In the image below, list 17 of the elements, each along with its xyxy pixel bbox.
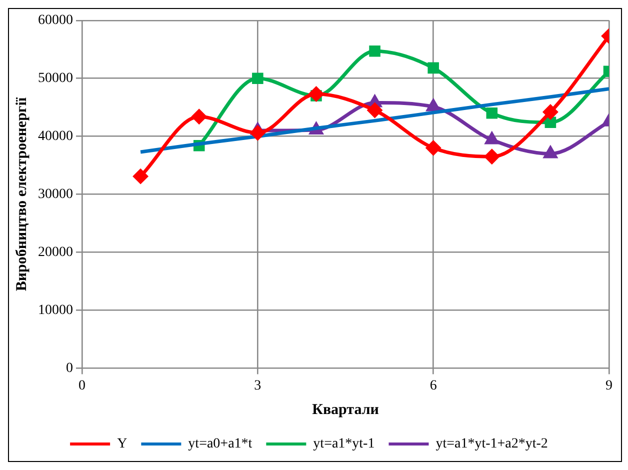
- y-tick-label: 10000: [38, 302, 73, 318]
- x-axis-title: Квартали: [312, 402, 380, 418]
- y-tick-label: 40000: [38, 129, 73, 144]
- y-tick-label: 30000: [38, 186, 73, 202]
- legend-label: Y: [117, 436, 128, 452]
- y-axis-title: Виробництво електроенергії: [14, 96, 30, 292]
- y-tick-label: 0: [66, 360, 73, 376]
- x-tick-label: 9: [606, 378, 612, 394]
- y-tick-label: 50000: [38, 71, 73, 86]
- x-tick-label: 3: [254, 378, 262, 394]
- y-tick-label: 60000: [38, 13, 73, 28]
- x-tick-label: 6: [430, 378, 437, 394]
- legend-label: yt=a0+a1*t: [188, 436, 252, 452]
- x-tick-label: 0: [78, 378, 86, 394]
- legend-label: yt=a1*yt-1: [313, 436, 375, 452]
- y-tick-label: 20000: [38, 244, 73, 260]
- legend-label: yt=a1*yt-1+a2*yt-2: [436, 436, 548, 452]
